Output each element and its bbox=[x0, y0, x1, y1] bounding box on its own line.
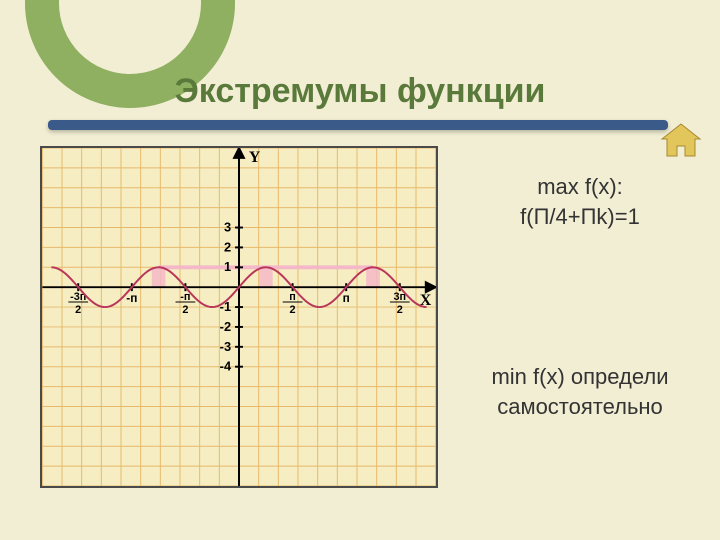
home-icon[interactable] bbox=[660, 122, 702, 158]
min-note: самостоятельно bbox=[460, 392, 700, 422]
max-label: max f(x): bbox=[460, 172, 700, 202]
svg-text:п: п bbox=[289, 291, 296, 303]
page-title: Экстремумы функции bbox=[0, 72, 720, 111]
max-block: max f(x): f(П/4+Пk)=1 bbox=[460, 172, 700, 231]
svg-text:-3: -3 bbox=[220, 339, 231, 354]
svg-text:2: 2 bbox=[397, 304, 403, 316]
svg-text:2: 2 bbox=[75, 304, 81, 316]
svg-text:-4: -4 bbox=[220, 359, 232, 374]
svg-text:2: 2 bbox=[182, 304, 188, 316]
function-chart: YX321-1-2-3-4-3п2-п-п2п2п3п2 bbox=[40, 146, 438, 488]
max-value: f(П/4+Пk)=1 bbox=[460, 202, 700, 232]
svg-text:Y: Y bbox=[249, 149, 261, 166]
min-label: min f(x) определи bbox=[460, 362, 700, 392]
svg-text:2: 2 bbox=[290, 304, 296, 316]
title-underline bbox=[48, 120, 668, 130]
svg-text:-2: -2 bbox=[220, 319, 231, 334]
svg-text:-п: -п bbox=[180, 291, 190, 303]
min-block: min f(x) определи самостоятельно bbox=[460, 362, 700, 421]
svg-text:1: 1 bbox=[224, 259, 231, 274]
svg-text:п: п bbox=[343, 291, 350, 305]
svg-text:2: 2 bbox=[224, 239, 231, 254]
svg-text:3: 3 bbox=[224, 219, 231, 234]
